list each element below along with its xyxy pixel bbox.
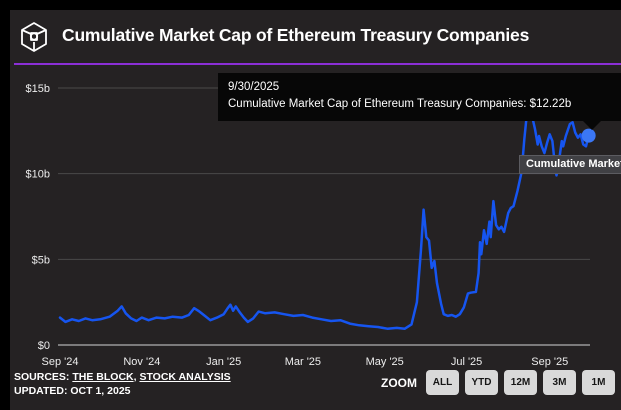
x-axis-label: Nov '24 xyxy=(123,356,160,368)
tooltip-value: Cumulative Market Cap of Ethereum Treasu… xyxy=(228,98,572,110)
y-axis-label-15: $15b xyxy=(26,83,50,95)
header: Cumulative Market Cap of Ethereum Treasu… xyxy=(10,10,621,63)
sources-line: SOURCES: THE BLOCK, STOCK ANALYSIS xyxy=(14,370,231,384)
zoom-controls: ZOOM ALL YTD 12M 3M 1M xyxy=(381,370,615,395)
y-axis-label-0: $0 xyxy=(38,340,50,352)
x-axis-label: Mar '25 xyxy=(285,356,321,368)
sources-block: SOURCES: THE BLOCK, STOCK ANALYSIS UPDAT… xyxy=(14,370,231,398)
x-axis-label: Sep '24 xyxy=(42,356,79,368)
end-point-marker[interactable] xyxy=(581,128,596,143)
x-axis-label: Jul '25 xyxy=(451,356,482,368)
zoom-button-12m[interactable]: 12M xyxy=(504,370,537,395)
zoom-button-all[interactable]: ALL xyxy=(426,370,459,395)
series-line xyxy=(58,103,590,330)
sources-label: SOURCES: xyxy=(14,371,70,383)
page-title: Cumulative Market Cap of Ethereum Treasu… xyxy=(62,25,530,45)
zoom-label: ZOOM xyxy=(381,375,417,390)
updated-label: UPDATED: OCT 1, 2025 xyxy=(14,385,131,397)
x-axis-label: Jan '25 xyxy=(206,356,241,368)
chart-card: Cumulative Market Cap of Ethereum Treasu… xyxy=(10,10,621,410)
x-axis-label: Sep '25 xyxy=(531,356,568,368)
y-axis-label-5: $5b xyxy=(32,254,50,266)
source-link-stock-analysis[interactable]: STOCK ANALYSIS xyxy=(139,371,231,383)
accent-rule xyxy=(14,63,621,65)
tooltip-date: 9/30/2025 xyxy=(228,81,280,93)
tooltip-caret-icon xyxy=(583,121,601,130)
source-separator: , xyxy=(133,371,140,383)
series-hover-label: Cumulative Market xyxy=(519,155,621,174)
zoom-button-1m[interactable]: 1M xyxy=(582,370,615,395)
zoom-button-ytd[interactable]: YTD xyxy=(465,370,498,395)
footer: SOURCES: THE BLOCK, STOCK ANALYSIS UPDAT… xyxy=(10,368,621,410)
y-axis-label-10: $10b xyxy=(26,169,50,181)
x-axis-label: May '25 xyxy=(366,356,404,368)
hover-tooltip: 9/30/2025 Cumulative Market Cap of Ether… xyxy=(218,73,621,121)
zoom-button-3m[interactable]: 3M xyxy=(543,370,576,395)
source-link-the-block[interactable]: THE BLOCK xyxy=(72,371,134,383)
the-block-logo-icon xyxy=(21,22,47,52)
line-chart[interactable]: $0 $5b $10b $15b Sep '24 Nov '24 Jan '25 Mar '2… xyxy=(10,10,621,410)
